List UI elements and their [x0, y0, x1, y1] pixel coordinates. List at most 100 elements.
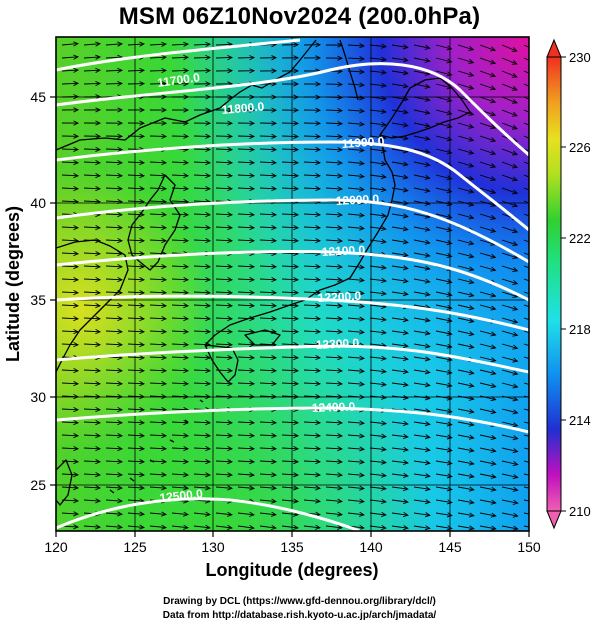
wind-arrow-head — [402, 226, 409, 232]
wind-arrow-head — [139, 303, 146, 309]
wind-arrow — [501, 447, 518, 453]
wind-arrow — [325, 187, 342, 190]
wind-arrow-head — [117, 67, 124, 74]
wind-arrow-head — [381, 56, 387, 62]
wind-arrow-head — [139, 316, 146, 322]
wind-arrow — [127, 43, 144, 46]
wind-arrow-head — [490, 473, 497, 479]
wind-arrow-head — [359, 381, 365, 387]
wind-arrow-head — [205, 485, 211, 491]
wind-arrow-head — [424, 44, 431, 50]
wind-arrow-head — [293, 446, 300, 452]
wind-arrow — [391, 44, 408, 48]
wind-arrow-head — [293, 81, 300, 87]
wind-arrow-head — [271, 238, 278, 244]
wind-arrow — [457, 525, 474, 530]
wind-arrow — [127, 265, 145, 268]
wind-arrow — [325, 122, 343, 125]
wind-arrow-head — [402, 135, 409, 141]
wind-arrow — [501, 434, 518, 440]
wind-arrow — [193, 369, 211, 372]
wind-arrow — [523, 486, 529, 489]
wind-arrow — [259, 460, 277, 463]
wind-arrow-head — [117, 381, 124, 387]
wind-arrow-head — [468, 266, 475, 272]
wind-arrow-head — [183, 342, 190, 348]
wind-arrow — [193, 525, 210, 529]
wind-arrow-head — [271, 355, 278, 361]
y-axis-title: Latitude (degrees) — [3, 206, 23, 362]
wind-arrow-head — [139, 381, 146, 387]
wind-arrow-head — [227, 303, 234, 309]
wind-arrow-head — [205, 277, 212, 283]
wind-arrow — [61, 408, 79, 411]
wind-arrow — [457, 499, 474, 504]
wind-arrow — [193, 473, 210, 476]
wind-arrow — [259, 187, 277, 190]
wind-arrow — [457, 135, 474, 141]
wind-arrow-head — [117, 329, 124, 335]
wind-arrow — [105, 421, 123, 424]
wind-arrow-head — [248, 524, 255, 531]
wind-arrow-head — [205, 120, 212, 126]
wind-arrow-head — [359, 134, 365, 140]
wind-arrow-head — [183, 173, 190, 179]
wind-arrow-head — [402, 485, 409, 492]
wind-arrow — [325, 265, 342, 268]
wind-arrow — [83, 82, 101, 85]
wind-arrow — [325, 330, 342, 333]
wind-arrow-head — [271, 160, 278, 166]
wind-arrow — [369, 525, 386, 529]
wind-arrow-head — [424, 109, 431, 115]
wind-arrow-head — [95, 67, 102, 73]
wind-arrow-head — [293, 472, 299, 478]
wind-arrow-head — [446, 499, 453, 505]
wind-arrow — [171, 473, 188, 476]
wind-arrow-head — [359, 472, 365, 478]
wind-arrow — [237, 369, 255, 372]
wind-arrow-head — [117, 277, 124, 283]
wind-arrow-head — [249, 420, 256, 426]
wind-arrow-head — [534, 126, 539, 130]
wind-arrow-head — [359, 121, 365, 127]
wind-arrow — [501, 57, 517, 65]
wind-arrow-head — [271, 485, 277, 491]
wind-arrow-head — [512, 279, 519, 285]
wind-arrow-head — [293, 186, 300, 192]
wind-arrow-head — [183, 54, 190, 61]
wind-arrow-head — [446, 512, 453, 518]
wind-arrow — [325, 356, 342, 359]
wind-arrow-head — [468, 84, 475, 90]
wind-arrow — [479, 252, 496, 258]
wind-arrow-head — [424, 278, 431, 284]
wind-arrow-head — [381, 498, 387, 504]
wind-arrow — [391, 70, 408, 74]
wind-arrow-head — [271, 446, 278, 452]
wind-arrow — [303, 382, 321, 385]
wind-arrow — [347, 512, 364, 516]
wind-arrow — [369, 44, 386, 48]
wind-arrow — [347, 447, 364, 450]
wind-arrow — [369, 434, 386, 438]
wind-arrow — [413, 252, 430, 257]
contour-line-5 — [56, 250, 529, 302]
wind-arrow — [83, 69, 101, 72]
wind-arrow — [105, 317, 123, 320]
wind-arrow-head — [337, 264, 344, 270]
wind-arrow-head — [249, 120, 256, 126]
wind-arrow-head — [424, 187, 431, 193]
wind-arrow-head — [381, 485, 387, 491]
wind-arrow-head — [402, 109, 409, 115]
wind-arrow-head — [337, 147, 344, 153]
wind-arrow — [215, 43, 233, 46]
wind-arrow — [237, 317, 255, 320]
wind-arrow — [303, 525, 320, 529]
wind-arrow — [369, 382, 386, 386]
wind-arrow — [347, 304, 364, 307]
wind-arrow-head — [534, 177, 539, 181]
wind-arrow-head — [359, 186, 365, 192]
x-tick-label: 120 — [44, 539, 68, 555]
wind-arrow — [171, 447, 189, 450]
wind-arrow-head — [161, 120, 168, 126]
wind-arrow — [369, 460, 386, 464]
